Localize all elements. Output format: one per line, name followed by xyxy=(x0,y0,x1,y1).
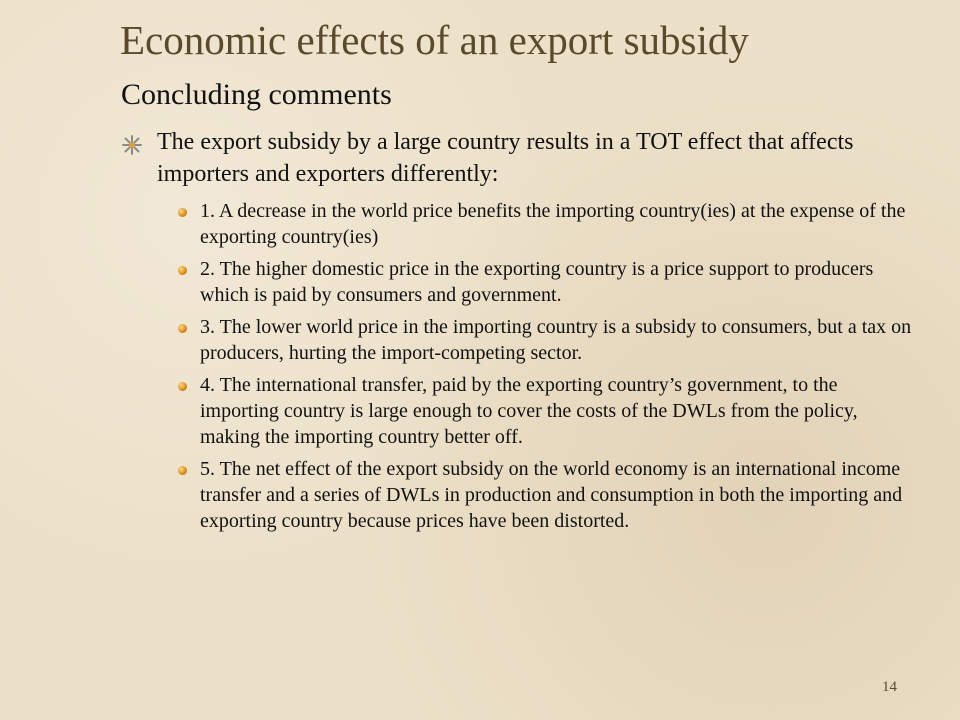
sub-bullet-4: 4. The international transfer, paid by t… xyxy=(176,372,920,450)
orb-bullet-icon xyxy=(178,324,187,333)
orb-bullet-icon xyxy=(178,466,187,475)
slide-title: Economic effects of an export subsidy xyxy=(120,17,749,63)
slide-content: The export subsidy by a large country re… xyxy=(120,126,920,540)
sub-bullet-text: 5. The net effect of the export subsidy … xyxy=(200,458,903,532)
page-number: 14 xyxy=(882,679,897,695)
main-bullet-text: The export subsidy by a large country re… xyxy=(157,129,854,187)
sub-bullet-2: 2. The higher domestic price in the expo… xyxy=(176,256,920,308)
sub-bullet-text: 3. The lower world price in the importin… xyxy=(200,316,912,364)
slide-subtitle: Concluding comments xyxy=(121,78,392,111)
orb-bullet-icon xyxy=(178,266,187,275)
sub-bullet-text: 1. A decrease in the world price benefit… xyxy=(200,200,906,248)
sub-bullet-text: 2. The higher domestic price in the expo… xyxy=(200,258,874,306)
sub-bullet-1: 1. A decrease in the world price benefit… xyxy=(176,198,920,250)
main-bullet: The export subsidy by a large country re… xyxy=(120,126,920,190)
sub-bullet-3: 3. The lower world price in the importin… xyxy=(176,314,920,366)
orb-bullet-icon xyxy=(178,382,187,391)
sub-bullet-text: 4. The international transfer, paid by t… xyxy=(200,374,858,448)
orb-bullet-icon xyxy=(178,208,187,217)
sub-bullet-list: 1. A decrease in the world price benefit… xyxy=(120,198,920,534)
sub-bullet-5: 5. The net effect of the export subsidy … xyxy=(176,456,920,534)
starburst-bullet-icon xyxy=(122,135,142,155)
